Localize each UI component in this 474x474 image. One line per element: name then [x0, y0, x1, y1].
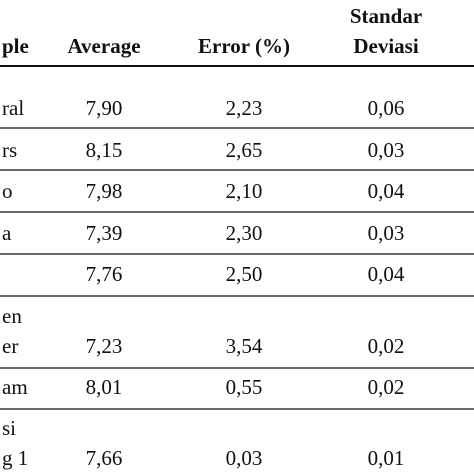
cell: ral [2, 96, 24, 120]
header-cell: Deviasi [353, 34, 418, 58]
cell: 0,04 [368, 179, 405, 203]
cell: a [2, 221, 12, 245]
cell: 0,04 [368, 262, 405, 286]
cell: 0,03 [368, 221, 405, 245]
header-cell: Average [67, 34, 140, 58]
cell: am [2, 375, 28, 399]
cell: rs [2, 138, 17, 162]
header-cell: Standar [350, 4, 422, 28]
cell: 0,01 [368, 446, 405, 470]
cell: 7,98 [86, 179, 123, 203]
cell: 3,54 [226, 334, 263, 358]
cell: en [2, 304, 22, 328]
cell: er [2, 334, 18, 358]
cell: 0,03 [226, 446, 263, 470]
cell: 0,03 [368, 138, 405, 162]
cell: o [2, 179, 13, 203]
cell: 2,10 [226, 179, 263, 203]
cell: 7,76 [86, 262, 123, 286]
cell: 2,65 [226, 138, 263, 162]
cell: 7,66 [86, 446, 123, 470]
cell: 8,15 [86, 138, 123, 162]
cell: 0,06 [368, 96, 405, 120]
cell: 8,01 [86, 375, 123, 399]
cell: 2,23 [226, 96, 263, 120]
cell: 0,02 [368, 375, 405, 399]
cell: g 1 [2, 446, 28, 470]
cell: 7,39 [86, 221, 123, 245]
cell: si [2, 416, 16, 440]
cell: 7,90 [86, 96, 123, 120]
cell: 0,02 [368, 334, 405, 358]
header-cell: Error (%) [198, 34, 290, 58]
header-cell: ple [2, 34, 29, 58]
cell: 2,30 [226, 221, 263, 245]
cell: 2,50 [226, 262, 263, 286]
cell: 0,55 [226, 375, 263, 399]
cell: 7,23 [86, 334, 123, 358]
